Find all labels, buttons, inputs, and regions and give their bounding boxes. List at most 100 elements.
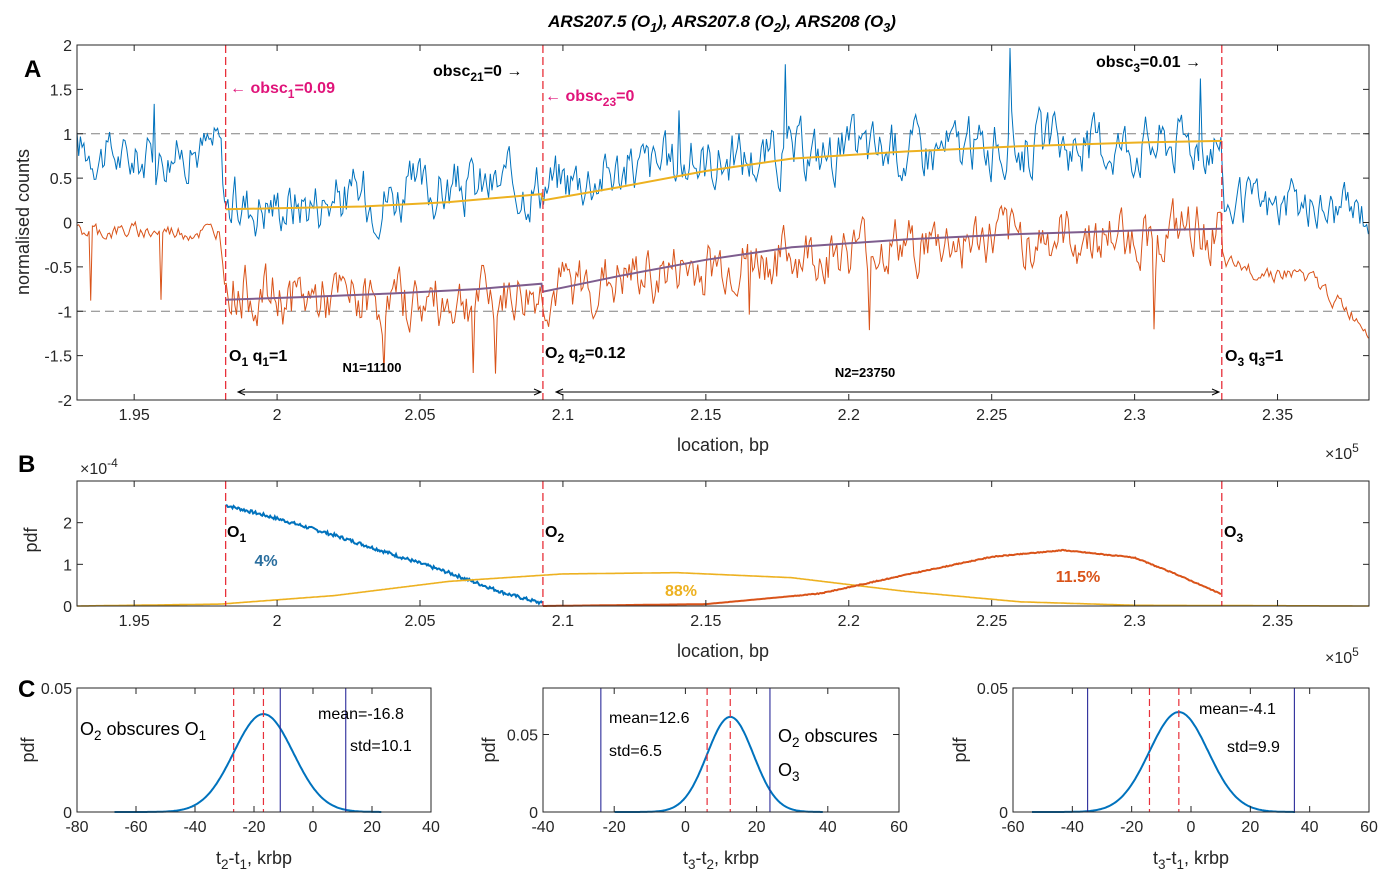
c1-xtick-label: -60 <box>124 819 147 836</box>
series-line-purple <box>225 227 1222 301</box>
c1-ytick-label: 0 <box>63 805 72 822</box>
c2-xtick-label: 40 <box>819 819 837 836</box>
c3-ytick-label: 0 <box>999 805 1008 822</box>
c3-xtick-label: -40 <box>1061 819 1084 836</box>
percent-label-o2: 88% <box>665 583 697 600</box>
c1-xtick-label: -80 <box>65 819 88 836</box>
x-axis-label-c1: t2-t1, krbp <box>216 848 292 872</box>
a-ytick-label: 1.5 <box>50 82 72 99</box>
pdf-origin-o1: O1 <box>227 524 246 545</box>
c1-xtick-label: -40 <box>183 819 206 836</box>
pdf-curve-orange <box>542 548 1222 607</box>
a-ytick-label: -0.5 <box>44 260 72 277</box>
series-line-yellow <box>225 139 1222 211</box>
percent-label-o1: 4% <box>254 553 277 570</box>
n1-span-arrow-head-left <box>236 388 246 396</box>
a-xtick-label: 2.35 <box>1262 407 1293 424</box>
c2-ytick-label: 0 <box>529 805 538 822</box>
c3-xtick-label: 40 <box>1301 819 1319 836</box>
panel-label-b: B <box>18 451 35 478</box>
a-xtick-label: 2.05 <box>404 407 435 424</box>
y-axis-label-b: pdf <box>21 526 41 552</box>
b-xtick-label: 2.2 <box>838 613 860 630</box>
pdf-origin-o2: O2 <box>545 524 564 545</box>
a-ytick-label: -1.5 <box>44 349 72 366</box>
axes-frame-b <box>76 480 1370 607</box>
b-ytick-label: 0 <box>63 599 72 616</box>
a-xtick-label: 2.25 <box>976 407 1007 424</box>
a-ytick-label: 1 <box>63 127 72 144</box>
mean-label-c3: mean=-4.1 <box>1199 701 1276 718</box>
panel-c3: -60 -40 -20 0 20 40 60 0 0.05 t3-t1, krbp pdf mean=… <box>950 681 1378 872</box>
note-label-c2-line2: O3 <box>778 760 800 784</box>
b-ytick-label: 2 <box>63 516 72 533</box>
c1-xtick-label: -20 <box>242 819 265 836</box>
origin-label-o1: O1 q1=1 <box>229 348 287 369</box>
a-xtick-label: 1.95 <box>119 407 150 424</box>
x-exponent-b: ×105 <box>1325 645 1359 667</box>
n2-span-arrow-head-left <box>554 388 564 396</box>
y-exponent-b: ×10-4 <box>80 456 118 478</box>
n2-span-arrow-head-right <box>1211 388 1221 396</box>
b-xtick-label: 2.05 <box>404 613 435 630</box>
panel-c2: -40 -20 0 20 40 60 0 0.05 t3-t2, krbp pdf mean=12.… <box>479 687 908 872</box>
panel-c1: -80 -60 -40 -20 0 20 40 0 0.05 t2-t1, krbp pdf mean… <box>18 681 440 872</box>
annotation-obsc3: obsc3=0.01 → <box>1096 54 1201 75</box>
n2-label: N2=23750 <box>835 365 895 380</box>
note-label-c1: O2 obscures O1 <box>80 719 206 743</box>
b-xtick-label: 2.1 <box>552 613 574 630</box>
origin-label-o3: O3 q3=1 <box>1225 348 1283 369</box>
x-axis-label-c2: t3-t2, krbp <box>683 848 759 872</box>
n1-label: N1=11100 <box>343 360 402 375</box>
c3-xtick-label: 20 <box>1241 819 1259 836</box>
c1-xtick-label: 20 <box>363 819 381 836</box>
a-xtick-label: 2.15 <box>690 407 721 424</box>
pdf-curve-yellow <box>77 571 1369 607</box>
a-ytick-label: 0 <box>63 216 72 233</box>
x-exponent: ×105 <box>1325 441 1359 463</box>
c3-xtick-label: -20 <box>1120 819 1143 836</box>
c1-xtick-label: 40 <box>422 819 440 836</box>
x-axis-label-c3: t3-t1, krbp <box>1153 848 1229 872</box>
mean-label-c1: mean=-16.8 <box>318 706 404 723</box>
c1-xtick-label: 0 <box>309 819 318 836</box>
series-line-blue <box>77 47 1369 241</box>
c2-xtick-label: 20 <box>748 819 766 836</box>
panel-label-c: C <box>18 676 35 703</box>
c2-xtick-label: -20 <box>603 819 626 836</box>
std-label-c1: std=10.1 <box>350 738 412 755</box>
percent-label-o3: 11.5% <box>1056 569 1100 586</box>
b-xtick-label: 2.25 <box>976 613 1007 630</box>
b-xtick-label: 2.35 <box>1262 613 1293 630</box>
panel-b: 1.95 2 2.05 2.1 2.15 2.2 2.25 2.3 2.35 0 1 2 locatio… <box>21 456 1370 667</box>
x-axis-label-b: location, bp <box>677 641 769 661</box>
y-axis-label-c2: pdf <box>479 736 499 762</box>
axes-frame-c3 <box>1012 687 1370 813</box>
y-axis-label: normalised counts <box>13 149 33 295</box>
a-ytick-label: -1 <box>58 304 72 321</box>
c3-xtick-label: 60 <box>1360 819 1378 836</box>
b-xtick-label: 2 <box>273 613 282 630</box>
std-label-c3: std=9.9 <box>1227 739 1280 756</box>
panel-a: 1.95 2 2.05 2.1 2.15 2.2 2.25 2.3 2.35 -2 -1.5 -1 -0… <box>13 38 1370 463</box>
c2-ytick-label: 0.05 <box>507 728 538 745</box>
c3-ytick-label: 0.05 <box>977 681 1008 698</box>
a-xtick-label: 2.2 <box>838 407 860 424</box>
c3-xtick-label: 0 <box>1187 819 1196 836</box>
n1-span-arrow-head-right <box>533 388 543 396</box>
figure-title: ARS207.5 (O1), ARS207.8 (O2), ARS208 (O3… <box>547 12 896 35</box>
panel-label-a: A <box>24 56 41 83</box>
a-xtick-label: 2 <box>273 407 282 424</box>
y-axis-label-c3: pdf <box>950 736 970 762</box>
b-xtick-label: 2.15 <box>690 613 721 630</box>
annotation-obsc1: ← obsc1=0.09 <box>230 80 335 101</box>
a-ytick-label: 0.5 <box>50 171 72 188</box>
origin-label-o2: O2 q2=0.12 <box>545 345 626 366</box>
b-ytick-label: 1 <box>63 557 72 574</box>
pdf-curve-blue <box>225 504 544 606</box>
a-xtick-label: 2.3 <box>1123 407 1145 424</box>
axes-frame-c2 <box>542 687 900 813</box>
a-ytick-label: 2 <box>63 38 72 55</box>
annotation-obsc23: ← obsc23=0 <box>545 88 635 109</box>
density-curve <box>1032 711 1295 813</box>
